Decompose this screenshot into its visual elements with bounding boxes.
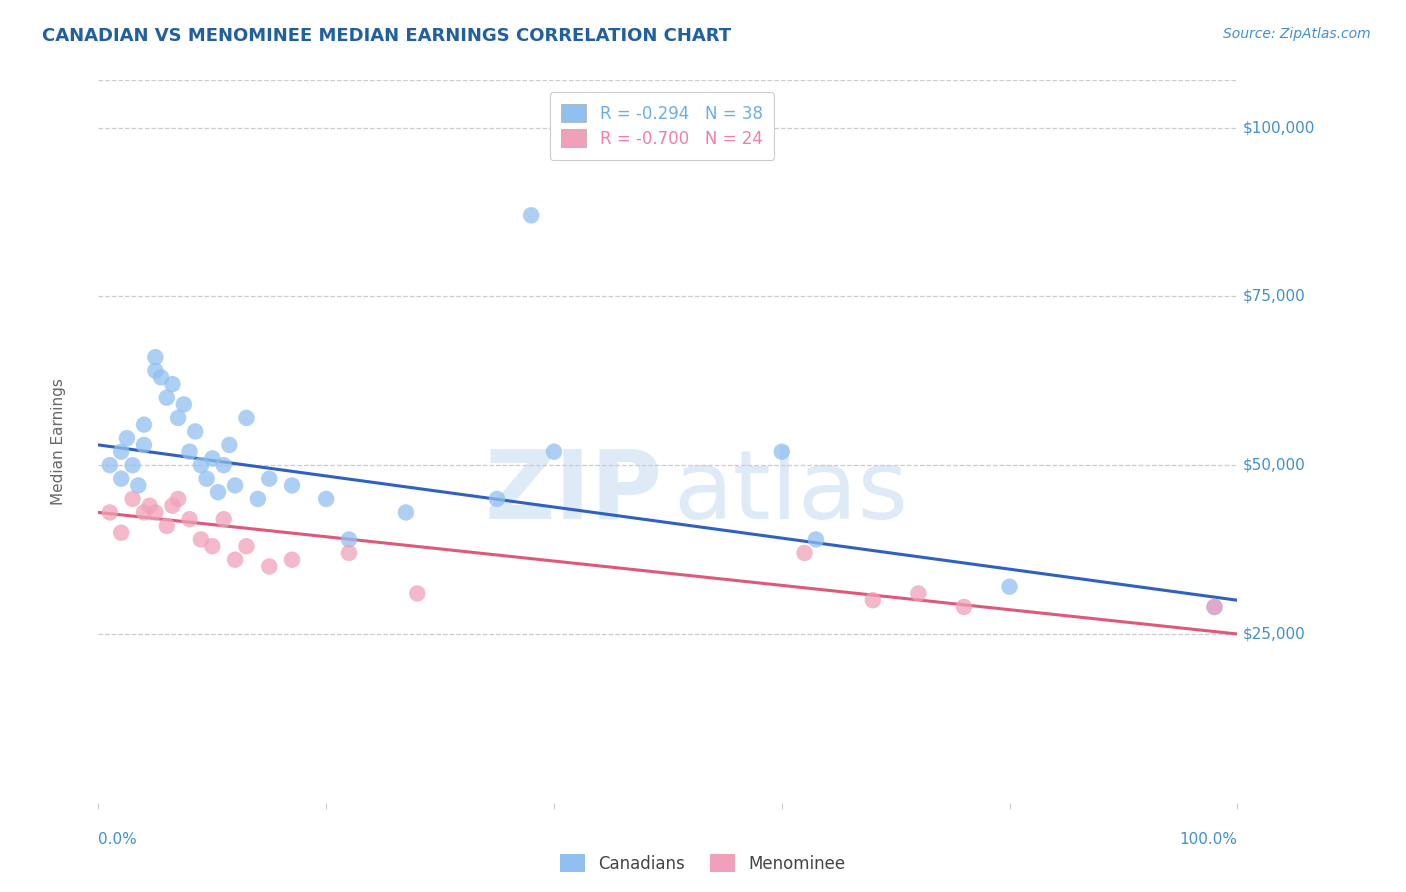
Point: [337, 533, 360, 547]
Point: [520, 208, 543, 222]
Point: [486, 491, 509, 506]
Point: [167, 491, 190, 506]
Point: [543, 444, 565, 458]
Point: [150, 370, 173, 384]
Point: [167, 411, 190, 425]
Point: [804, 533, 827, 547]
Point: [98, 505, 121, 519]
Point: [953, 599, 976, 614]
Point: [145, 364, 167, 378]
Text: $50,000: $50,000: [1243, 458, 1306, 473]
Point: [132, 438, 155, 452]
Point: [145, 505, 167, 519]
Point: [127, 478, 149, 492]
Point: [406, 586, 429, 600]
Point: [156, 519, 179, 533]
Point: [224, 478, 246, 492]
Text: Source: ZipAtlas.com: Source: ZipAtlas.com: [1223, 27, 1371, 41]
Text: $25,000: $25,000: [1243, 626, 1306, 641]
Point: [998, 580, 1021, 594]
Point: [281, 552, 304, 566]
Point: [110, 525, 132, 540]
Point: [162, 499, 184, 513]
Point: [156, 391, 179, 405]
Legend: Canadians, Menominee: Canadians, Menominee: [554, 847, 852, 880]
Point: [179, 444, 201, 458]
Point: [201, 539, 224, 553]
Point: [138, 499, 160, 513]
Point: [224, 552, 246, 566]
Point: [184, 425, 207, 439]
Point: [132, 417, 155, 432]
Point: [862, 593, 884, 607]
Point: [121, 458, 143, 472]
Point: [195, 472, 218, 486]
Point: [173, 397, 195, 411]
Point: [315, 491, 337, 506]
Point: [235, 539, 257, 553]
Point: [98, 458, 121, 472]
Point: [179, 512, 201, 526]
Legend: R = -0.294   N = 38, R = -0.700   N = 24: R = -0.294 N = 38, R = -0.700 N = 24: [550, 92, 775, 160]
Text: Median Earnings: Median Earnings: [51, 378, 66, 505]
Point: [110, 444, 132, 458]
Text: 0.0%: 0.0%: [98, 831, 138, 847]
Point: [132, 505, 155, 519]
Point: [337, 546, 360, 560]
Text: atlas: atlas: [673, 446, 908, 539]
Point: [793, 546, 815, 560]
Point: [121, 491, 143, 506]
Point: [246, 491, 269, 506]
Point: [110, 472, 132, 486]
Point: [770, 444, 793, 458]
Point: [190, 458, 212, 472]
Text: ZIP: ZIP: [484, 446, 662, 539]
Point: [212, 458, 235, 472]
Point: [201, 451, 224, 466]
Point: [259, 472, 281, 486]
Point: [1204, 599, 1226, 614]
Point: [162, 377, 184, 392]
Point: [190, 533, 212, 547]
Point: [218, 438, 240, 452]
Point: [259, 559, 281, 574]
Text: $100,000: $100,000: [1243, 120, 1316, 135]
Point: [1204, 599, 1226, 614]
Point: [395, 505, 418, 519]
Point: [281, 478, 304, 492]
Point: [145, 350, 167, 364]
Point: [212, 512, 235, 526]
Text: $75,000: $75,000: [1243, 289, 1306, 304]
Text: 100.0%: 100.0%: [1180, 831, 1237, 847]
Point: [907, 586, 929, 600]
Text: CANADIAN VS MENOMINEE MEDIAN EARNINGS CORRELATION CHART: CANADIAN VS MENOMINEE MEDIAN EARNINGS CO…: [42, 27, 731, 45]
Point: [207, 485, 229, 500]
Point: [235, 411, 257, 425]
Point: [115, 431, 138, 445]
